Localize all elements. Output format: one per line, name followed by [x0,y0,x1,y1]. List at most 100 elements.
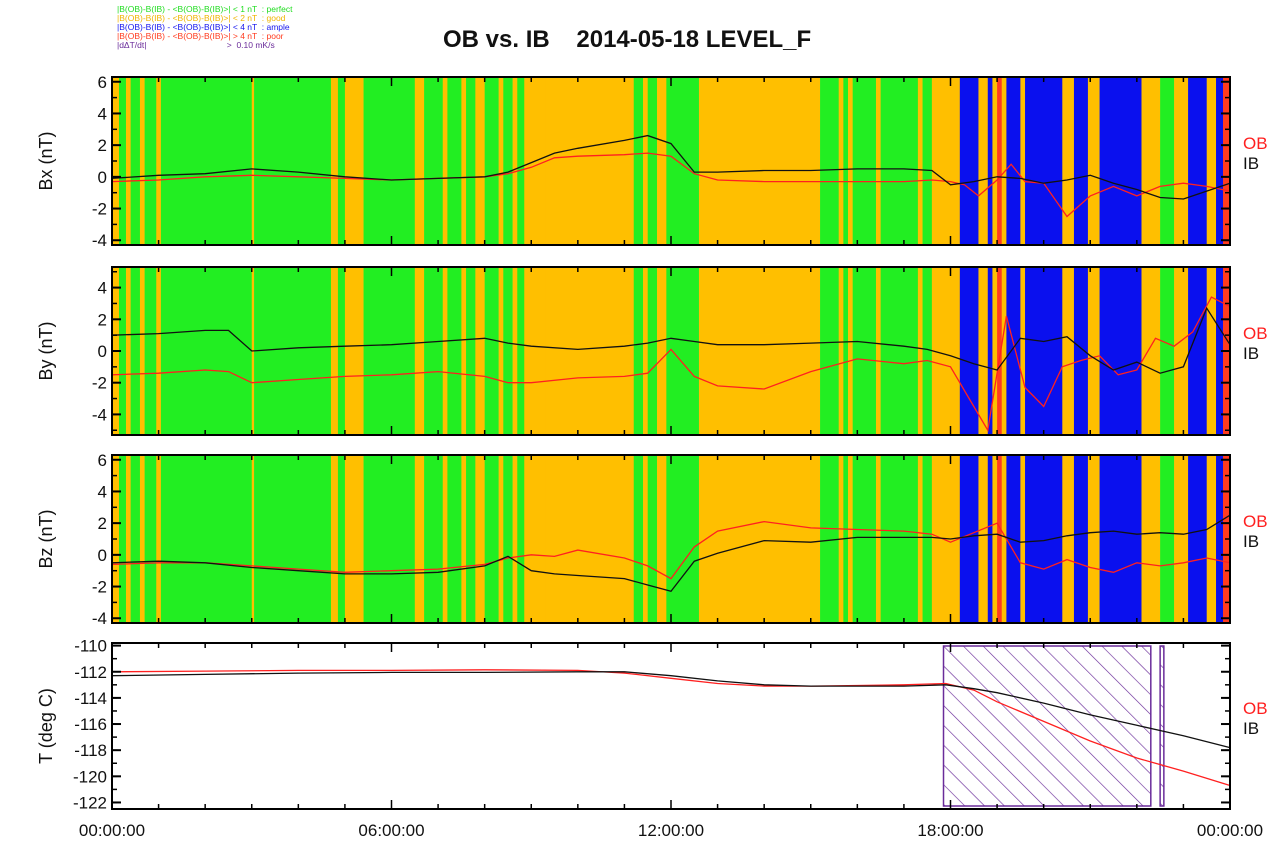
quality-segment [820,267,839,435]
quality-segment [922,77,933,245]
quality-segment [144,77,157,245]
quality-segment [657,455,667,623]
quality-segment [125,455,131,623]
y-tick-label: 4 [98,279,107,298]
quality-segment [545,455,635,623]
quality-segment [414,267,425,435]
quality-segment [484,77,499,245]
quality-segment [330,77,339,245]
quality-segment [1073,77,1089,245]
quality-segment [498,77,504,245]
quality-segment [1160,455,1175,623]
y-tick-label: 0 [98,546,107,565]
quality-segment [517,267,525,435]
quality-segment [461,267,467,435]
quality-segment [424,267,444,435]
quality-segment [1174,455,1189,623]
quality-segment [414,455,425,623]
quality-segment [130,267,141,435]
quality-segment [254,267,332,435]
quality-segment [524,267,546,435]
quality-segment [820,77,839,245]
y-tick-label: 0 [98,342,107,361]
y-tick-label: -116 [74,715,107,734]
y-tick-label: 2 [98,310,107,329]
quality-segment [424,455,444,623]
quality-segment [1141,267,1161,435]
quality-segment [517,455,525,623]
quality-segment [922,267,933,435]
quality-segment [643,267,649,435]
quality-segment [880,455,919,623]
series-label-ib: IB [1243,719,1259,738]
quality-segment [1206,267,1217,435]
quality-segment [852,455,877,623]
quality-segment [254,455,332,623]
y-tick-label: -114 [74,689,107,708]
quality-segment [880,77,919,245]
quality-segment [475,77,485,245]
y-tick-label: -4 [92,609,107,628]
quality-segment [838,77,844,245]
quality-segment [1188,455,1208,623]
quality-segment [848,77,853,245]
y-tick-label: 0 [98,168,107,187]
quality-segment [337,77,346,245]
quality-segment [1062,455,1075,623]
y-tick-label: -2 [92,578,107,597]
quality-segment [666,77,700,245]
y-tick-label: -4 [92,405,107,424]
quality-segment [447,267,462,435]
quality-segment [160,267,253,435]
y-tick-label: -112 [74,663,107,682]
quality-segment [931,267,961,435]
quality-segment [337,267,346,435]
quality-segment [633,77,644,245]
quality-segment [698,77,821,245]
legend-ample: |B(OB)-B(IB) - <B(OB)-B(IB)>| < 4 nT : a… [117,22,290,32]
quality-segment [698,455,821,623]
quality-segment [503,455,513,623]
quality-segment [254,77,332,245]
quality-segment [820,455,839,623]
quality-segment [144,267,157,435]
quality-segment [987,455,993,623]
series-line-ib [111,134,1231,200]
quality-segment [917,455,923,623]
y-tick-label: -110 [74,637,107,656]
quality-segment [1141,77,1161,245]
quality-segment [875,267,881,435]
y-tick-label: 6 [98,73,107,92]
quality-segment [987,77,993,245]
quality-segment [442,77,448,245]
series-label-ob: OB [1243,324,1268,343]
series-label-ob: OB [1243,134,1268,153]
quality-segment [160,77,253,245]
quality-segment [156,455,162,623]
quality-segment [1025,455,1063,623]
quality-segment [1087,77,1100,245]
quality-segment [657,267,667,435]
quality-segment [466,77,476,245]
quality-segment [698,267,821,435]
quality-segment [517,77,525,245]
quality-segment [503,77,513,245]
quality-segment [447,77,462,245]
quality-segment [160,455,253,623]
quality-segment [363,455,416,623]
series-label-ib: IB [1243,532,1259,551]
quality-segment [880,267,919,435]
quality-segment [1025,77,1063,245]
quality-segment [931,77,961,245]
quality-segment [461,455,467,623]
quality-segment [1206,455,1217,623]
y-tick-label: -4 [92,231,107,250]
quality-segment [1020,267,1026,435]
quality-segment [414,77,425,245]
quality-segment [545,267,635,435]
quality-segment [666,455,700,623]
quality-segment [1087,455,1100,623]
quality-segment [447,455,462,623]
quality-segment [1188,267,1208,435]
